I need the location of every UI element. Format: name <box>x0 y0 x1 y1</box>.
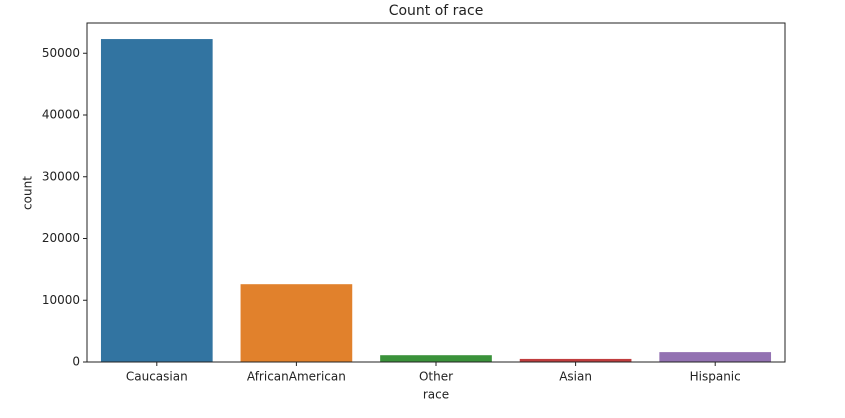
x-axis-label: race <box>423 388 449 402</box>
bar <box>100 39 213 362</box>
bar <box>659 352 772 362</box>
x-tick-label: AfricanAmerican <box>247 370 346 384</box>
y-tick-label: 40000 <box>42 108 80 122</box>
y-tick-label: 50000 <box>42 46 80 60</box>
plot-frame <box>86 22 786 363</box>
x-tick-label: Caucasian <box>126 370 188 384</box>
bar <box>240 284 353 362</box>
y-tick-label: 0 <box>72 355 80 369</box>
bar <box>380 355 492 362</box>
y-tick-label: 20000 <box>42 231 80 245</box>
bar <box>519 358 632 362</box>
x-tick-label: Other <box>419 370 453 384</box>
x-tick-label: Hispanic <box>690 370 741 384</box>
y-tick-label: 30000 <box>42 169 80 183</box>
chart-title: Count of race <box>389 3 484 19</box>
y-tick-label: 10000 <box>42 293 80 307</box>
x-tick-label: Asian <box>559 370 592 384</box>
y-axis-label: count <box>21 176 35 210</box>
